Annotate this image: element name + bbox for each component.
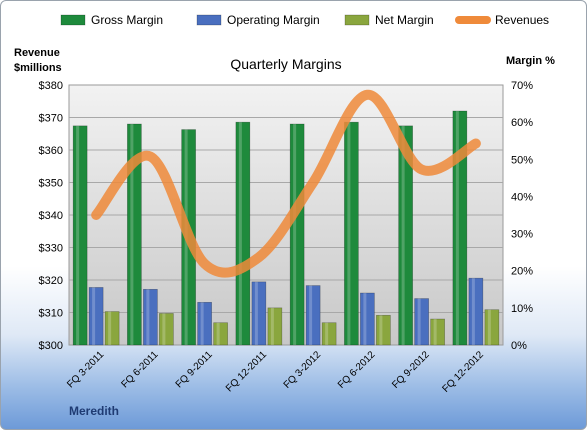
net-margin-bar bbox=[104, 311, 120, 346]
bars bbox=[72, 110, 500, 346]
net-margin-bar-highlight bbox=[379, 315, 383, 345]
gross-margin-bar bbox=[398, 125, 413, 346]
left-tick-label: $350 bbox=[39, 178, 63, 190]
net-margin-bar bbox=[267, 307, 283, 346]
net-margin-bar bbox=[159, 313, 174, 346]
category-label: FQ 3-2012 bbox=[282, 349, 324, 391]
gross-margin-bar bbox=[344, 121, 359, 346]
legend: Gross Margin Operating Margin Net Margin Re… bbox=[60, 13, 549, 27]
operating-margin-legend-label: Operating Margin bbox=[227, 13, 320, 27]
category-label: FQ 6-2012 bbox=[336, 349, 378, 391]
left-axis-ticks: $300 $310 $320 $330 $340 $350 $360 $370 $380 bbox=[39, 80, 63, 352]
net-margin-bar bbox=[430, 318, 445, 346]
right-tick-label: 50% bbox=[511, 154, 533, 166]
operating-margin-bar-highlight bbox=[471, 278, 475, 345]
gross-margin-bar-highlight bbox=[238, 122, 242, 346]
operating-margin-bar bbox=[468, 277, 484, 346]
net-margin-bar-highlight bbox=[108, 311, 112, 345]
net-margin-bar bbox=[376, 314, 391, 346]
category-label: FQ 3-2011 bbox=[65, 349, 106, 390]
operating-margin-bar-highlight bbox=[417, 298, 421, 345]
operating-margin-bar bbox=[251, 281, 267, 346]
right-tick-label: 30% bbox=[511, 229, 533, 241]
net-margin-bar-highlight bbox=[487, 309, 491, 345]
operating-margin-bar bbox=[414, 298, 429, 346]
right-tick-label: 60% bbox=[511, 117, 533, 129]
net-margin-bar-highlight bbox=[162, 313, 166, 345]
right-tick-label: 70% bbox=[511, 80, 533, 92]
operating-margin-bar bbox=[360, 292, 375, 346]
operating-margin-bar-highlight bbox=[309, 285, 313, 345]
gross-margin-bar bbox=[127, 123, 142, 346]
left-tick-label: $310 bbox=[39, 308, 63, 320]
left-tick-label: $300 bbox=[39, 340, 63, 352]
operating-margin-bar-highlight bbox=[92, 287, 96, 345]
revenues-legend-label: Revenues bbox=[495, 13, 549, 27]
category-labels: FQ 3-2011 FQ 6-2011 FQ 9-2011 FQ 12-2011 FQ … bbox=[65, 349, 486, 395]
net-margin-bar-highlight bbox=[433, 319, 437, 345]
left-tick-label: $330 bbox=[39, 243, 63, 255]
operating-margin-bar bbox=[88, 287, 104, 346]
gross-margin-bar-highlight bbox=[455, 111, 459, 345]
revenue-line-layer bbox=[91, 89, 481, 278]
right-tick-label: 0% bbox=[511, 340, 527, 352]
company-name: Meredith bbox=[69, 404, 119, 418]
net-margin-legend-swatch bbox=[344, 14, 370, 26]
category-label: FQ 12-2012 bbox=[440, 349, 486, 395]
gross-margin-bar bbox=[235, 121, 251, 346]
operating-margin-bar-highlight bbox=[146, 289, 150, 345]
operating-margin-bar bbox=[305, 285, 321, 346]
operating-margin-bar-highlight bbox=[254, 281, 258, 345]
gross-margin-bar-highlight bbox=[76, 125, 80, 345]
net-margin-bar bbox=[213, 322, 228, 346]
chart-title: Quarterly Margins bbox=[230, 56, 341, 72]
operating-margin-bar bbox=[197, 301, 212, 346]
category-label: FQ 6-2011 bbox=[119, 349, 160, 390]
net-margin-bar-highlight bbox=[216, 322, 220, 345]
right-axis-ticks: 0% 10% 20% 30% 40% 50% 60% 70% bbox=[511, 80, 533, 352]
operating-margin-bar-highlight bbox=[200, 302, 204, 345]
category-label: FQ 9-2011 bbox=[174, 349, 215, 390]
gross-margin-bar bbox=[289, 123, 305, 346]
right-tick-label: 20% bbox=[511, 266, 533, 278]
net-margin-legend-label: Net Margin bbox=[375, 13, 434, 27]
left-tick-label: $370 bbox=[39, 113, 63, 125]
gross-margin-bar-highlight bbox=[401, 125, 405, 345]
gross-margin-bar-highlight bbox=[130, 124, 134, 345]
category-label: FQ 9-2012 bbox=[390, 349, 432, 391]
left-tick-label: $360 bbox=[39, 145, 63, 157]
gross-margin-bar bbox=[72, 125, 88, 346]
gross-margin-bar-highlight bbox=[347, 122, 351, 346]
net-margin-bar bbox=[321, 322, 337, 346]
net-margin-bar-highlight bbox=[270, 307, 274, 345]
left-axis-title-line1: Revenue bbox=[14, 47, 60, 59]
net-margin-bar-highlight bbox=[325, 322, 329, 345]
gross-margin-legend-label: Gross Margin bbox=[91, 13, 163, 27]
gross-margin-legend-swatch bbox=[60, 14, 86, 26]
gross-margin-bar bbox=[452, 110, 468, 346]
net-margin-bar bbox=[484, 309, 500, 346]
right-tick-label: 40% bbox=[511, 191, 533, 203]
operating-margin-legend-swatch bbox=[196, 14, 222, 26]
gross-margin-bar-highlight bbox=[293, 124, 297, 345]
right-tick-label: 10% bbox=[511, 303, 533, 315]
operating-margin-bar-highlight bbox=[363, 293, 367, 345]
right-axis-title: Margin % bbox=[506, 55, 555, 67]
operating-margin-bar bbox=[143, 288, 158, 346]
left-tick-label: $340 bbox=[39, 210, 63, 222]
revenues-line bbox=[91, 89, 481, 278]
category-label: FQ 12-2011 bbox=[224, 349, 269, 394]
left-tick-label: $380 bbox=[39, 80, 63, 92]
left-tick-label: $320 bbox=[39, 275, 63, 287]
left-axis-title-line2: $millions bbox=[14, 62, 62, 74]
